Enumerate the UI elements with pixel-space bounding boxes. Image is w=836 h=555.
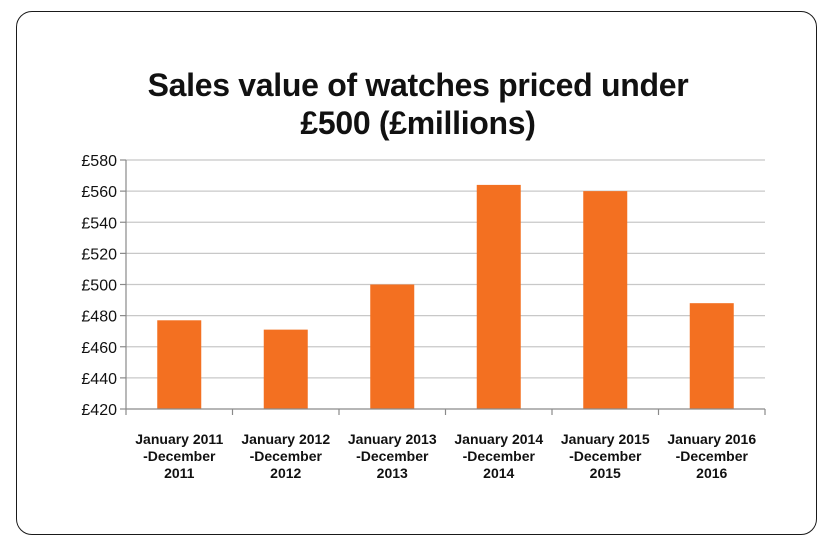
y-tick-label: £480 <box>81 309 117 326</box>
y-axis-labels: £420 £440 £460 £480 £500 £520 £540 £560 £580 <box>81 153 117 419</box>
gridlines <box>126 159 765 379</box>
chart-title-line-2: £500 (£millions) <box>300 105 536 141</box>
x-category-label: January 2012 -December 2012 <box>241 431 330 481</box>
x-category-label: January 2011 -December 2011 <box>135 431 223 481</box>
x-category-label: January 2014 -December 2014 <box>454 431 543 481</box>
bar <box>263 329 308 409</box>
bars <box>157 184 734 409</box>
bar <box>370 284 415 409</box>
y-tick-label: £500 <box>81 278 117 295</box>
axes <box>120 159 766 415</box>
chart-frame <box>16 11 817 535</box>
y-tick-label: £420 <box>81 402 117 419</box>
x-axis-labels: January 2011 -December 2011 January 2012 -De… <box>135 431 756 481</box>
bar <box>689 303 734 409</box>
chart-title-line-1: Sales value of watches priced under <box>147 67 689 103</box>
y-tick-label: £540 <box>81 215 117 232</box>
y-tick-label: £440 <box>81 371 117 388</box>
y-tick-label: £560 <box>81 184 117 201</box>
y-tick-label: £520 <box>81 246 117 263</box>
x-category-label: January 2015 -December 2015 <box>561 431 650 481</box>
chart-title: Sales value of watches priced under £500… <box>0 66 836 142</box>
x-category-label: January 2013 -December 2013 <box>348 431 437 481</box>
bar <box>476 184 521 409</box>
y-tick-label: £580 <box>81 153 117 170</box>
x-category-label: January 2016 -December 2016 <box>667 431 756 481</box>
bar <box>583 191 628 409</box>
bar <box>157 320 202 409</box>
y-tick-label: £460 <box>81 340 117 357</box>
